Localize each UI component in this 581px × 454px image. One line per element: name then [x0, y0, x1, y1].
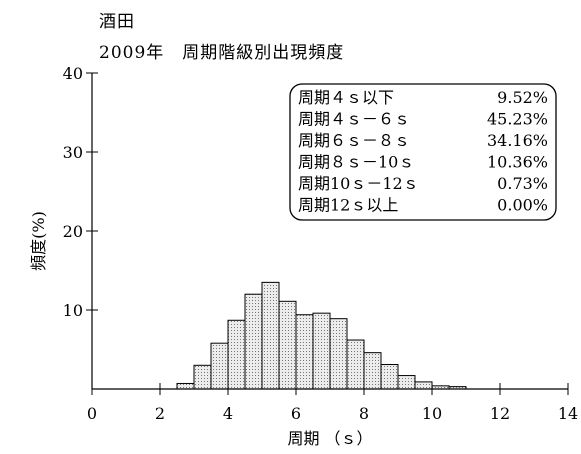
legend-value: 45.23% [487, 110, 548, 129]
histogram-bar-14 [414, 381, 433, 390]
legend-value: 9.52% [497, 88, 548, 107]
legend-value: 0.73% [497, 174, 548, 193]
histogram-bar-13 [397, 375, 416, 390]
legend-label: 周期６ｓ－８ｓ [298, 131, 410, 150]
x-tick-label: 14 [558, 404, 578, 423]
histogram-bar-9 [329, 318, 348, 390]
legend-label: 周期４ｓ以下 [298, 88, 394, 107]
histogram-bar-4 [244, 293, 263, 390]
legend-label: 周期４ｓ－６ｓ [298, 110, 410, 129]
legend-box [289, 83, 557, 221]
x-tick-label: 8 [359, 404, 369, 423]
legend-value: 10.36% [487, 153, 548, 172]
y-tick-label: 20 [63, 222, 83, 241]
chart-subtitle: 2009年 周期階級別出現頻度 [99, 43, 345, 63]
x-tick-label: 2 [155, 404, 165, 423]
legend-label: 周期10ｓ－12ｓ [298, 174, 419, 193]
chart-title: 酒田 [99, 12, 135, 32]
histogram-bar-5 [261, 281, 280, 390]
x-tick-label: 0 [87, 404, 97, 423]
histogram-bar-7 [295, 314, 314, 390]
histogram-bar-12 [380, 364, 399, 390]
x-axis-label: 周期 （ｓ） [287, 429, 372, 448]
x-tick-label: 6 [291, 404, 301, 423]
y-tick-label: 40 [63, 64, 83, 83]
legend-label: 周期８ｓ－10ｓ [298, 153, 414, 172]
histogram-bar-10 [346, 339, 365, 390]
y-axis-label: 頻度(%) [29, 211, 48, 271]
histogram-bar-6 [278, 300, 297, 390]
x-tick-label: 10 [422, 404, 442, 423]
histogram-bar-3 [227, 319, 246, 390]
legend-label: 周期12ｓ以上 [298, 196, 398, 215]
histogram-bar-11 [363, 352, 382, 390]
x-tick-label: 4 [223, 404, 233, 423]
histogram-bar-8 [312, 312, 331, 390]
y-tick-label: 10 [63, 301, 83, 320]
x-tick-label: 12 [490, 404, 510, 423]
histogram-bar-0 [176, 382, 195, 390]
legend-value: 34.16% [487, 131, 548, 150]
histogram-bar-2 [210, 342, 229, 390]
y-tick-label: 30 [63, 143, 83, 162]
histogram-bar-1 [193, 364, 212, 390]
legend-value: 0.00% [497, 196, 548, 215]
